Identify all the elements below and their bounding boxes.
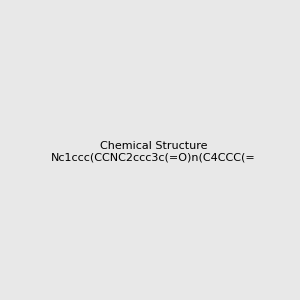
- Text: Chemical Structure
Nc1ccc(CCNC2ccc3c(=O)n(C4CCC(=: Chemical Structure Nc1ccc(CCNC2ccc3c(=O)…: [51, 141, 256, 162]
